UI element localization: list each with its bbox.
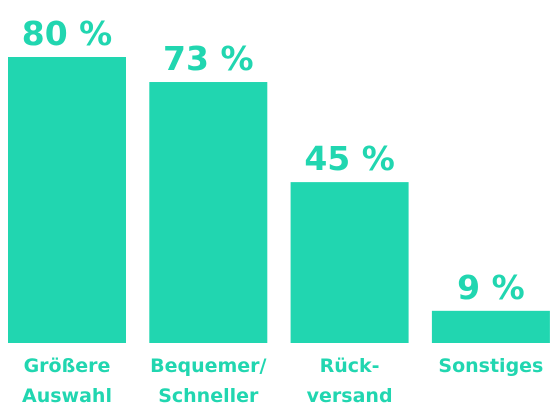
x-tick-label: Größere Auswahl: [22, 355, 112, 407]
x-tick-label-line: Schneller: [158, 385, 259, 407]
x-tick-label-line: Bequemer/: [150, 355, 266, 377]
bar: [290, 182, 409, 343]
value-label: 80 %: [22, 14, 112, 53]
bar: [149, 82, 268, 344]
bar: [431, 310, 550, 343]
x-tick-label-line: Rück-: [320, 355, 380, 377]
value-label: 9 %: [457, 268, 525, 307]
x-tick-label-line: versand: [307, 385, 393, 407]
value-label: 45 %: [304, 139, 394, 178]
x-tick-label-line: Größere: [24, 355, 111, 377]
bar: [8, 57, 126, 343]
x-tick-label-line: Sonstiges: [438, 355, 543, 377]
x-tick-label: Sonstiges: [438, 355, 543, 377]
value-label: 73 %: [163, 39, 253, 78]
x-tick-label-line: Auswahl: [22, 385, 112, 407]
x-tick-label: Bequemer/Schneller: [150, 355, 266, 407]
x-tick-label: Rück-versand: [307, 355, 393, 407]
